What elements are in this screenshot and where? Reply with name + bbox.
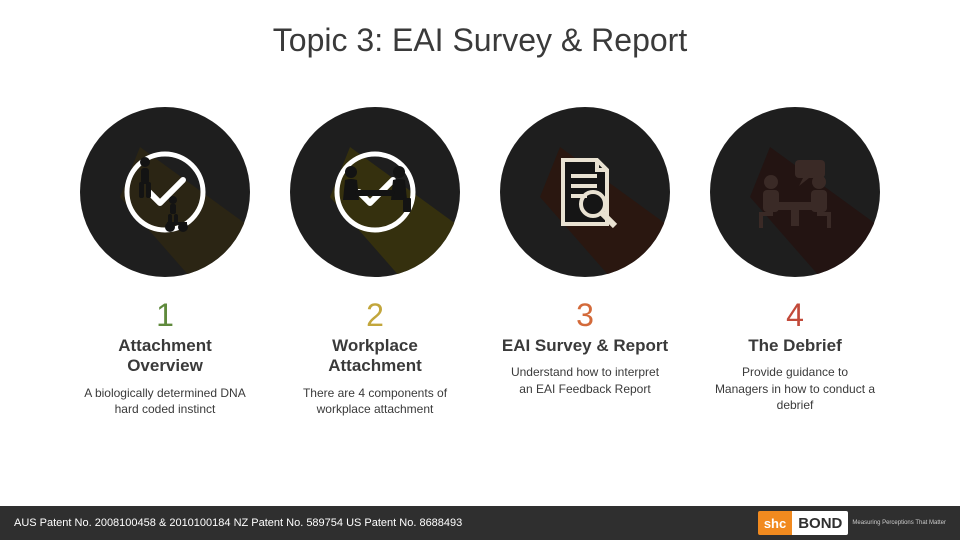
footer-bar: AUS Patent No. 2008100458 & 2010100184 N… <box>0 506 960 540</box>
columns-row: 1 Attachment Overview A biologically det… <box>0 297 960 417</box>
logo-shc: shc <box>758 511 792 535</box>
col-title-2: Workplace Attachment <box>290 336 460 377</box>
col-title-1: Attachment Overview <box>80 336 250 377</box>
page-title: Topic 3: EAI Survey & Report <box>0 22 960 59</box>
circle-2 <box>290 107 460 277</box>
col-number-3: 3 <box>500 297 670 334</box>
column-2: 2 Workplace Attachment There are 4 compo… <box>290 297 460 417</box>
col-desc-1: A biologically determined DNA hard coded… <box>80 385 250 417</box>
circle-bg-1 <box>80 107 250 277</box>
circle-bg-4 <box>710 107 880 277</box>
meeting-icon <box>745 142 845 242</box>
circle-4 <box>710 107 880 277</box>
col-title-4: The Debrief <box>710 336 880 356</box>
walk-check-icon <box>115 142 215 242</box>
circles-row <box>0 107 960 277</box>
col-desc-2: There are 4 components of workplace atta… <box>290 385 460 417</box>
col-number-4: 4 <box>710 297 880 334</box>
slide: Topic 3: EAI Survey & Report <box>0 0 960 540</box>
doc-magnify-icon <box>535 142 635 242</box>
patent-text: AUS Patent No. 2008100458 & 2010100184 N… <box>14 517 462 529</box>
circle-bg-2 <box>290 107 460 277</box>
col-title-3: EAI Survey & Report <box>500 336 670 356</box>
col-desc-3: Understand how to interpret an EAI Feedb… <box>500 364 670 396</box>
handshake-check-icon <box>325 142 425 242</box>
logo-bond: BOND <box>792 511 848 535</box>
column-4: 4 The Debrief Provide guidance to Manage… <box>710 297 880 417</box>
col-number-2: 2 <box>290 297 460 334</box>
circle-bg-3 <box>500 107 670 277</box>
column-1: 1 Attachment Overview A biologically det… <box>80 297 250 417</box>
circle-1 <box>80 107 250 277</box>
col-number-1: 1 <box>80 297 250 334</box>
circle-3 <box>500 107 670 277</box>
column-3: 3 EAI Survey & Report Understand how to … <box>500 297 670 417</box>
logo-tagline: Measuring Perceptions That Matter <box>852 520 946 526</box>
logo: shc BOND Measuring Perceptions That Matt… <box>758 506 946 540</box>
col-desc-4: Provide guidance to Managers in how to c… <box>710 364 880 413</box>
